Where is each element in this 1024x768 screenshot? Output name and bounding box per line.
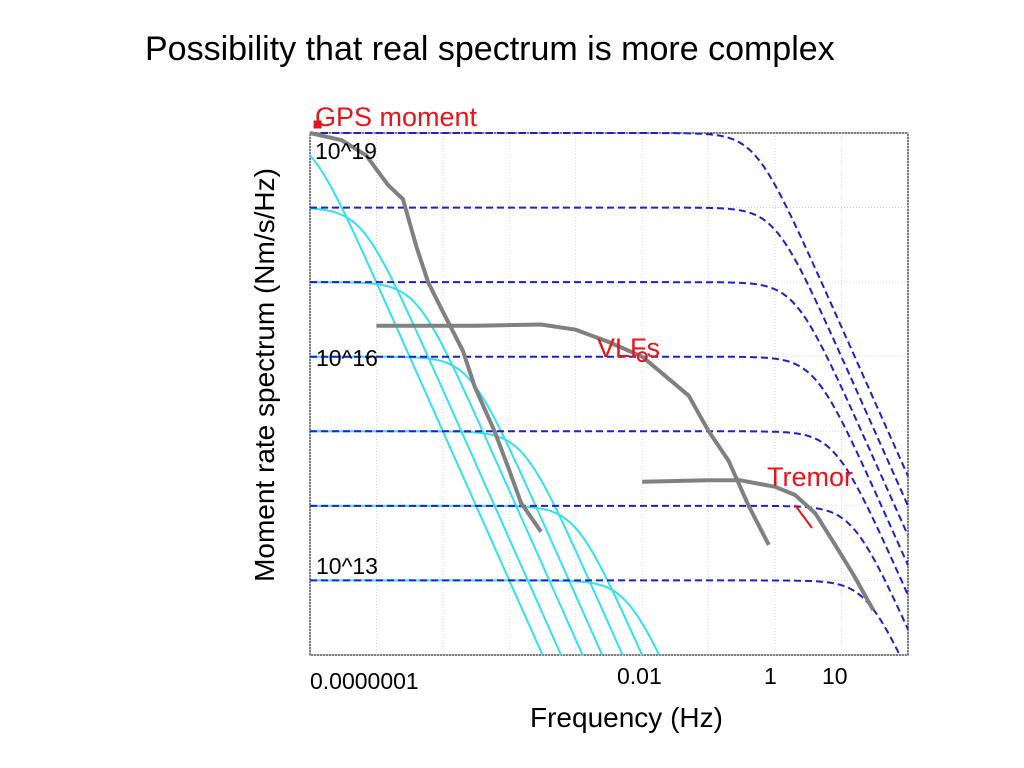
tremor-pointer	[794, 504, 813, 529]
dashed-model-curve	[310, 355, 909, 566]
dashed-model-curve	[310, 206, 909, 507]
observed-curve	[376, 322, 771, 546]
observed-curves	[309, 131, 876, 612]
page-title: Possibility that real spectrum is more c…	[145, 30, 835, 68]
observed-curve	[309, 131, 543, 533]
x-label-001: 0.01	[617, 663, 662, 689]
x-label-1e-7: 0.0000001	[310, 668, 419, 694]
vlfs-marker	[636, 351, 648, 363]
y-label-1e16: 10^16	[316, 345, 378, 371]
dashed-model-curve	[310, 281, 909, 536]
y-axis-label: Moment rate spectrum (Nm/s/Hz)	[249, 168, 280, 582]
plot-area	[309, 132, 909, 656]
vlfs-label: VLFs	[597, 333, 661, 363]
observed-curve	[642, 478, 876, 612]
highlight-marks	[313, 120, 813, 529]
gps-moment-label: GPS moment	[315, 102, 478, 132]
gps-moment-marker	[313, 120, 322, 129]
x-axis-label: Frequency (Hz)	[530, 702, 723, 733]
y-label-1e13: 10^13	[316, 553, 378, 579]
y-label-1e19: 10^19	[315, 138, 377, 164]
dashed-model-curve	[310, 132, 909, 477]
tremor-label: Tremor	[767, 462, 853, 492]
cyan-model-curve	[309, 154, 544, 656]
cyan-model-curve	[310, 207, 563, 656]
dashed-model-curve	[310, 430, 909, 596]
x-label-10: 10	[822, 663, 848, 689]
x-label-1: 1	[764, 663, 777, 689]
